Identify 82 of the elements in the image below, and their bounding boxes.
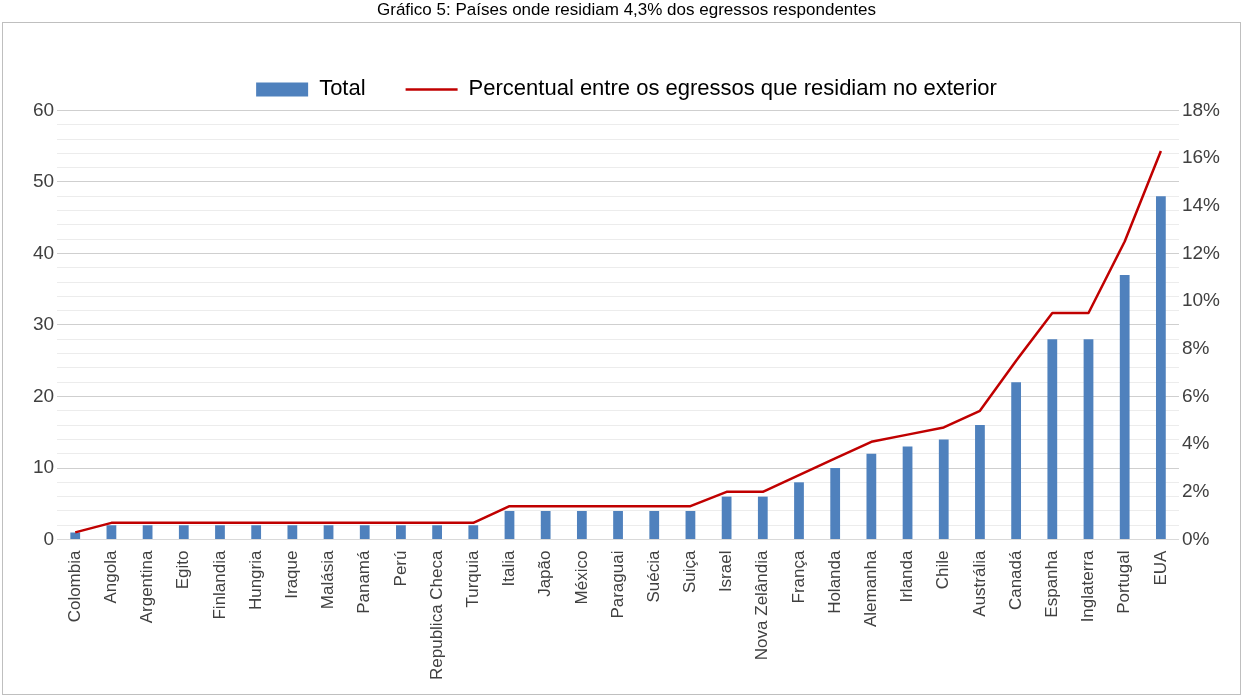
x-tick-label: Finlandia <box>209 550 229 620</box>
y-tick-label: 30 <box>32 313 55 335</box>
x-tick-label: Holanda <box>824 549 844 614</box>
x-tick-label: Japão <box>535 550 555 597</box>
bar <box>576 510 587 540</box>
bar <box>866 453 877 540</box>
legend-label: Percentual entre os egressos que residiam no exterior <box>468 75 997 101</box>
bar <box>142 525 153 540</box>
y-tick-label: 0 <box>43 527 55 549</box>
bar <box>287 525 298 540</box>
bar <box>975 425 985 540</box>
bar <box>540 510 551 540</box>
x-tick-label: Angola <box>101 549 121 604</box>
bar <box>902 446 913 540</box>
bar <box>685 510 696 540</box>
y-tick-label: 60 <box>32 98 55 120</box>
bar <box>106 525 117 540</box>
bar <box>1011 382 1022 540</box>
x-tick-label: EUA <box>1150 549 1170 586</box>
chart-title: Gráfico 5: Países onde residiam 4,3% dos egressos respondentes <box>377 0 876 19</box>
x-tick-label: Panamá <box>354 550 374 614</box>
y2-tick-label: 2% <box>1181 480 1210 502</box>
x-tick-label: Italia <box>499 550 519 587</box>
bar <box>938 439 949 540</box>
bar <box>794 482 804 540</box>
y2-tick-label: 4% <box>1181 432 1210 454</box>
bar <box>70 532 81 540</box>
y-tick-label: 50 <box>32 170 55 192</box>
y-tick-label: 10 <box>32 456 55 478</box>
bar <box>504 510 515 540</box>
x-tick-label: Hungria <box>245 550 265 611</box>
x-tick-label: Portugal <box>1114 550 1134 614</box>
legend-label: Total <box>319 75 366 101</box>
bar <box>649 510 660 540</box>
bar <box>468 525 479 540</box>
x-tick-label: Suiça <box>680 549 700 594</box>
x-tick-label: Nova Zelândia <box>752 549 772 661</box>
x-tick-label: Espanha <box>1042 550 1061 618</box>
y2-tick-label: 12% <box>1181 241 1221 263</box>
y2-tick-label: 6% <box>1181 384 1210 406</box>
bar <box>830 468 841 540</box>
bar <box>323 525 334 540</box>
x-tick-label: Argentina <box>137 550 157 624</box>
bar <box>432 525 442 540</box>
x-tick-label: Republica Checa <box>426 549 446 680</box>
x-tick-label: Turquia <box>462 549 482 608</box>
y2-tick-label: 18% <box>1181 98 1221 120</box>
y2-tick-label: 16% <box>1181 146 1221 168</box>
x-tick-label: Iraque <box>282 550 302 599</box>
bar <box>1119 274 1130 540</box>
y2-tick-label: 0% <box>1181 527 1210 549</box>
x-tick-label: Israel <box>716 550 736 593</box>
bar <box>215 525 225 540</box>
x-tick-label: Chile <box>933 550 953 590</box>
y2-tick-label: 8% <box>1181 337 1210 359</box>
x-tick-label: Alemanha <box>861 550 881 628</box>
x-tick-label: França <box>788 550 808 604</box>
y2-tick-label: 14% <box>1181 194 1221 215</box>
x-tick-label: Canadá <box>1005 550 1025 611</box>
y-tick-label: 20 <box>32 384 55 406</box>
bar <box>178 525 189 540</box>
x-tick-label: Perú <box>390 550 410 587</box>
x-tick-label: Paraguai <box>607 550 627 619</box>
bar <box>1047 339 1058 540</box>
x-tick-label: Irlanda <box>897 549 917 603</box>
y-tick-label: 40 <box>32 241 55 263</box>
x-tick-label: Suécia <box>643 549 663 603</box>
bar <box>359 525 370 540</box>
y2-tick-label: 10% <box>1181 289 1221 311</box>
bar <box>1083 339 1094 540</box>
x-tick-label: México <box>571 550 591 605</box>
bar <box>721 496 732 540</box>
x-tick-label: Malásia <box>318 550 338 610</box>
bar <box>251 525 262 540</box>
x-tick-label: Colombia <box>64 549 84 623</box>
bar <box>396 525 406 540</box>
bar <box>613 510 623 540</box>
x-tick-label: Inglaterra <box>1078 550 1098 623</box>
x-tick-label: Egito <box>173 550 193 590</box>
bar <box>757 496 768 540</box>
x-tick-label: Austrália <box>969 549 989 617</box>
bar <box>1155 196 1166 540</box>
